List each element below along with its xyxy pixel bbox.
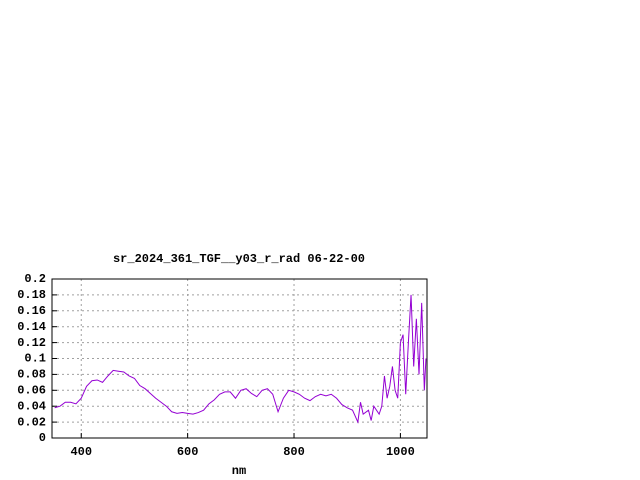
y-tick-label: 0.16 [17,304,46,318]
y-tick-label: 0.02 [17,415,46,429]
y-tick-label: 0.14 [17,320,46,334]
data-line [54,294,427,424]
y-tick-label: 0.1 [24,352,46,366]
y-tick-label: 0 [39,431,46,445]
plot-frame [51,278,428,439]
y-tick-label: 0.12 [17,336,46,350]
x-axis-label: nm [232,464,246,478]
y-tick-label: 0.2 [24,272,46,286]
x-tick-label: 400 [70,445,92,459]
x-tick-label: 800 [283,445,305,459]
chart-title: sr_2024_361_TGF__y03_r_rad 06-22-00 [113,252,365,266]
y-tick-label: 0.04 [17,399,46,413]
y-tick-label: 0.18 [17,288,46,302]
y-tick-label: 0.06 [17,383,46,397]
y-tick-label: 0.08 [17,368,46,382]
x-tick-label: 600 [177,445,199,459]
x-tick-label: 1000 [386,445,415,459]
